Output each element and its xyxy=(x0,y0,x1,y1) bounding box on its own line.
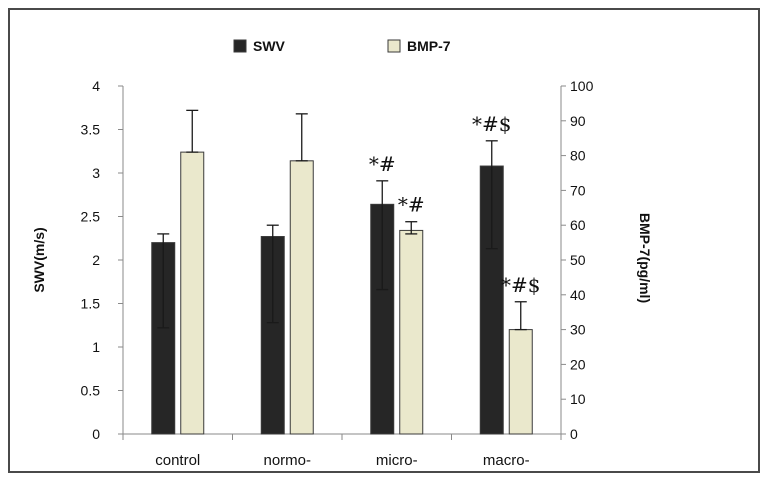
bar-chart: 00.511.522.533.540102030405060708090100c… xyxy=(31,38,653,469)
right-tick-label: 40 xyxy=(570,287,586,303)
significance-marker: *# xyxy=(398,193,425,217)
left-axis-title: SWV(m/s) xyxy=(31,227,47,292)
right-tick-label: 70 xyxy=(570,182,586,198)
right-tick-label: 100 xyxy=(570,78,594,94)
left-tick-label: 2 xyxy=(92,252,100,268)
left-tick-label: 3 xyxy=(92,165,100,181)
significance-marker: *# xyxy=(369,152,396,176)
right-tick-label: 50 xyxy=(570,252,586,268)
chart-frame: 0 0.5 1 1.5 2 2.5 3 3.5 4 0 10 20 30 40 50 60 70 80 90 100 c… xyxy=(8,8,760,473)
right-tick-label: 60 xyxy=(570,217,586,233)
left-tick-label: 3.5 xyxy=(81,122,101,138)
right-tick-label: 90 xyxy=(570,113,586,129)
left-tick-label: 2.5 xyxy=(81,209,101,225)
bmp-7-bar xyxy=(180,151,205,435)
category-label: macro- xyxy=(483,452,530,469)
category-label: micro- xyxy=(376,452,418,469)
category-label: normo- xyxy=(263,452,311,469)
category-label: control xyxy=(155,452,200,469)
legend-label: SWV xyxy=(253,38,286,54)
left-tick-label: 0 xyxy=(92,426,100,442)
left-tick-label: 1.5 xyxy=(81,296,101,312)
legend-swatch xyxy=(233,39,247,53)
bmp-7-bar xyxy=(508,329,533,435)
right-tick-label: 20 xyxy=(570,356,586,372)
right-axis-title: BMP-7(pg/ml) xyxy=(637,213,653,303)
right-tick-label: 80 xyxy=(570,148,586,164)
right-tick-label: 0 xyxy=(570,426,578,442)
left-tick-label: 4 xyxy=(92,78,100,94)
legend-swatch xyxy=(387,39,401,53)
significance-marker: *#$ xyxy=(472,112,511,136)
bmp-7-bar xyxy=(399,229,424,435)
bmp-7-bar xyxy=(289,160,314,435)
right-tick-label: 10 xyxy=(570,391,586,407)
left-tick-label: 1 xyxy=(92,339,100,355)
right-tick-label: 30 xyxy=(570,322,586,338)
legend-label: BMP-7 xyxy=(407,38,451,54)
significance-marker: *#$ xyxy=(501,273,540,297)
left-tick-label: 0.5 xyxy=(81,383,101,399)
